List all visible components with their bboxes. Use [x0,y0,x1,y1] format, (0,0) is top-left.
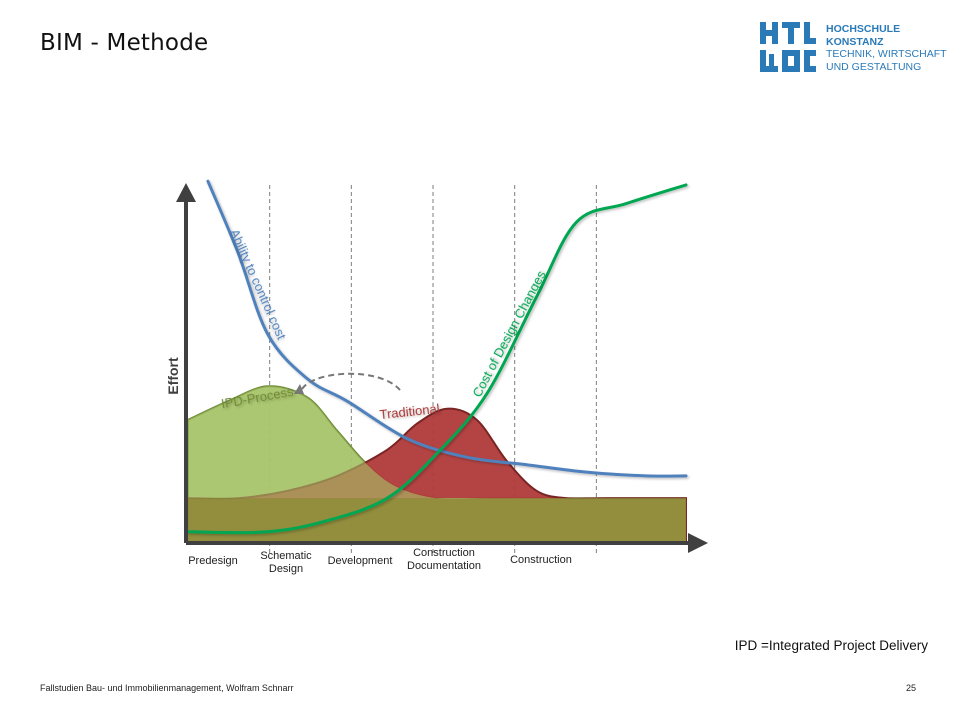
y-axis-arrow [176,183,196,202]
logo-line: KONSTANZ [826,35,884,48]
line-series [186,179,688,535]
university-logo: HOCHSCHULE KONSTANZ TECHNIK, WIRTSCHAFT … [760,22,955,76]
x-tick-label: Construction [510,554,572,566]
footer-course: Fallstudien Bau- und Immobilienmanagemen… [40,683,294,693]
logo-line: UND GESTALTUNG [826,60,922,73]
x-tick-label: Development [328,555,393,567]
line-cost-of-design-changes [186,183,688,535]
shift-arrow [301,372,401,391]
slide-title: BIM - Methode [40,30,209,56]
logo-line: HOCHSCHULE [826,23,901,35]
ipd-footnote: IPD =Integrated Project Delivery [734,638,928,653]
page-number: 25 [906,683,917,693]
x-tick-label: Construction Documentation [407,547,481,572]
series-label: Ability to control cost [227,227,289,342]
shift-arrow-head [294,384,304,394]
logo-text: HOCHSCHULE KONSTANZ TECHNIK, WIRTSCHAFT … [826,23,947,73]
series-label: Cost of Design Changes [469,268,549,400]
x-tick-label: Schematic Design [260,550,312,575]
area-series [187,385,687,544]
baseline-effort-band [188,498,686,543]
area-ipd-process-overlay [188,386,686,500]
htwg-logo-mark [760,22,816,72]
logo-line: TECHNIK, WIRTSCHAFT [826,48,947,60]
line-ability-to-control-cost [206,179,688,478]
y-axis-label: Effort [165,357,181,395]
x-axis-arrow [688,533,708,553]
axes [176,183,708,553]
series-label: Traditional [379,401,441,422]
x-tick-label: Predesign [188,555,238,567]
